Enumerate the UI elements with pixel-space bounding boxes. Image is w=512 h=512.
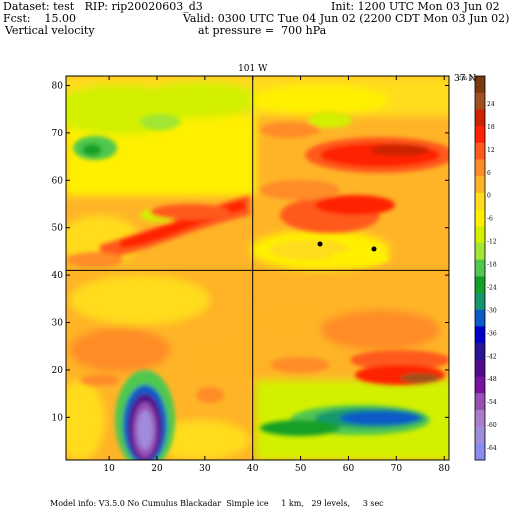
colorbar-tick-label: 6 (487, 170, 491, 177)
colorbar-swatch (475, 192, 485, 211)
model-info-label: Model info: V3.5.0 No Cumulus Blackadar … (50, 499, 384, 508)
colorbar-swatch (475, 226, 485, 244)
pressure-level-label: at pressure = 700 hPa (198, 24, 327, 37)
colorbar-swatch (475, 142, 485, 160)
colorbar-swatch (475, 426, 485, 444)
colorbar-tick-label: -60 (487, 422, 497, 429)
colorbar-swatch (475, 359, 485, 378)
x-tick-label: 10 (103, 464, 115, 474)
longitude-label: 101 W (238, 64, 268, 74)
x-tick-label: 30 (199, 464, 211, 474)
init-time-label: Init: 1200 UTC Mon 03 Jun 02 (331, 0, 500, 13)
colorbar-tick-label: 12 (487, 147, 495, 154)
forecast-hour-label: Fcst: 15.00 (3, 12, 77, 25)
colorbar-swatch (475, 209, 485, 227)
colorbar-swatch (475, 126, 485, 144)
colorbar-swatch (475, 309, 485, 327)
plot-frame (65, 75, 450, 461)
y-tick-label: 10 (52, 413, 64, 423)
colorbar-swatch (475, 92, 485, 110)
colorbar-swatch (475, 76, 485, 94)
colorbar-swatch (475, 409, 485, 428)
colorbar-swatch (475, 293, 485, 311)
y-tick-label: 60 (52, 176, 64, 186)
colorbar-tick-label: -24 (487, 284, 497, 291)
colorbar-swatch (475, 393, 485, 411)
x-tick-label: 70 (391, 464, 403, 474)
colorbar-tick-label: 0 (487, 193, 491, 200)
colorbar-swatch (475, 176, 485, 194)
colorbar-tick-label: -36 (487, 330, 497, 337)
colorbar-swatch (475, 259, 485, 277)
x-axis: 10 20 30 40 50 60 70 80 (103, 76, 450, 474)
colorbar-swatch (475, 326, 485, 344)
dataset-label: Dataset: test RIP: rip20020603_d3 (3, 0, 203, 13)
y-tick-label: 20 (52, 366, 64, 376)
colorbar-swatch (475, 376, 485, 394)
colorbar-swatch (475, 343, 485, 361)
colorbar-swatch (475, 159, 485, 177)
y-tick-label: 70 (52, 129, 64, 139)
x-tick-label: 40 (247, 464, 259, 474)
colorbar-tick-label: -54 (487, 399, 497, 406)
y-tick-label: 50 (52, 224, 64, 234)
x-tick-label: 20 (151, 464, 163, 474)
colorbar-frame (474, 75, 486, 461)
field-name-label: Vertical velocity (5, 24, 95, 37)
colorbar-unit-label: cm s⁻¹ (458, 75, 478, 82)
y-axis: 10 20 30 40 50 60 70 80 (52, 81, 449, 423)
colorbar-tick-label: -30 (487, 307, 497, 314)
colorbar-tick-labels: 24 18 12 6 0 -6 -12 -18 -24 -30 -36 -42 -48 -54 -60 -64 (487, 101, 497, 452)
y-tick-label: 80 (52, 81, 64, 91)
colorbar-tick-label: -12 (487, 239, 497, 246)
colorbar-swatch (475, 276, 485, 294)
colorbar (474, 75, 486, 461)
contour-field (66, 76, 449, 460)
colorbar-tick-label: -64 (487, 445, 497, 452)
colorbar-tick-label: -48 (487, 376, 497, 383)
colorbar-swatch (475, 242, 485, 261)
x-tick-label: 50 (295, 464, 307, 474)
y-tick-label: 30 (52, 319, 64, 329)
x-tick-label: 80 (438, 464, 450, 474)
colorbar-tick-label: -18 (487, 262, 497, 269)
colorbar-tick-label: 18 (487, 124, 495, 131)
colorbar-tick-label: 24 (487, 101, 495, 108)
x-tick-label: 60 (343, 464, 355, 474)
colorbar-tick-label: -42 (487, 353, 497, 360)
station-marker (317, 241, 323, 247)
valid-time-label: Valid: 0300 UTC Tue 04 Jun 02 (2200 CDT … (183, 12, 510, 25)
colorbar-swatch (475, 443, 485, 461)
station-marker (371, 246, 377, 252)
colorbar-swatch (475, 109, 485, 127)
colorbar-tick-label: -6 (487, 216, 493, 223)
y-tick-label: 40 (52, 271, 64, 281)
latitude-label: 37 N (454, 74, 476, 84)
